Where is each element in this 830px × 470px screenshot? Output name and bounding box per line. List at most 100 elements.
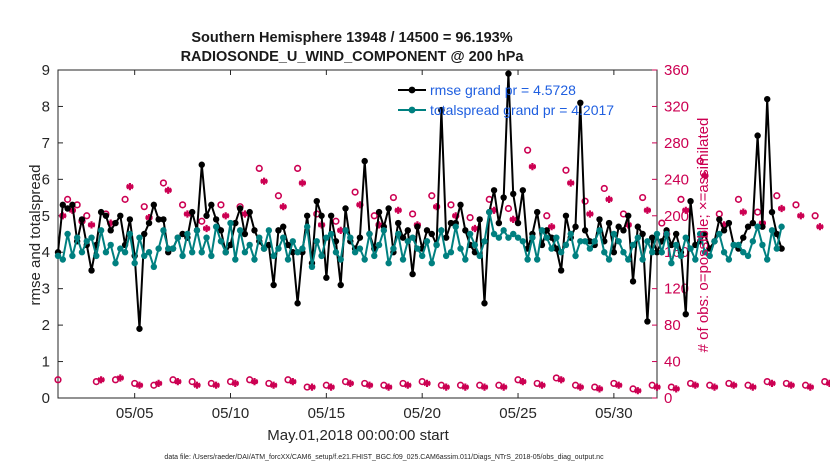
rmse-point xyxy=(615,223,622,230)
totalspread-point xyxy=(495,234,503,241)
totalspread-point xyxy=(740,249,747,256)
obs-assimilated-point xyxy=(365,381,374,389)
rmse-point xyxy=(534,208,541,216)
rmse-point xyxy=(625,212,632,219)
rmse-point xyxy=(179,230,186,238)
totalspread-point xyxy=(625,256,632,263)
y-right-tick-label: 320 xyxy=(664,98,689,115)
rmse-point xyxy=(64,205,71,212)
obs-assimilated-point xyxy=(777,204,786,213)
rmse-point xyxy=(428,230,435,238)
rmse-point xyxy=(754,132,761,139)
rmse-point xyxy=(634,223,642,230)
obs-possible-point xyxy=(543,212,551,220)
totalspread-point xyxy=(337,256,344,263)
obs-possible-point xyxy=(217,201,225,209)
rmse-point xyxy=(644,318,651,325)
chart-title: Southern Hemisphere 13948 / 14500 = 96.1… xyxy=(191,30,512,46)
totalspread-point xyxy=(251,256,258,263)
totalspread-point xyxy=(303,223,311,230)
totalspread-point xyxy=(658,249,665,256)
totalspread-point xyxy=(510,230,517,238)
rmse-point xyxy=(375,208,383,216)
rmse-point xyxy=(294,300,301,307)
obs-assimilated-point xyxy=(356,201,364,209)
obs-assimilated-point xyxy=(528,163,537,171)
rmse-point xyxy=(720,227,728,234)
rmse-point xyxy=(212,216,220,223)
rmse-point xyxy=(768,208,776,216)
rmse-point xyxy=(457,201,464,209)
obs-possible-point xyxy=(83,212,91,220)
totalspread-point xyxy=(275,245,282,252)
y-tick-label: 1 xyxy=(42,354,50,371)
totalspread-point xyxy=(466,230,474,238)
rmse-point xyxy=(773,230,780,238)
totalspread-point xyxy=(131,259,138,267)
totalspread-point xyxy=(208,252,215,260)
totalspread-point xyxy=(663,230,670,238)
totalspread-point xyxy=(605,256,613,263)
totalspread-point xyxy=(744,252,752,260)
obs-assimilated-point xyxy=(241,210,249,218)
obs-possible-point xyxy=(715,210,723,218)
y-tick-label: 8 xyxy=(42,98,50,115)
obs-assimilated-point xyxy=(519,378,527,386)
obs-assimilated-point xyxy=(298,179,307,187)
totalspread-point xyxy=(529,234,536,241)
obs-assimilated-point xyxy=(576,383,584,391)
totalspread-point xyxy=(447,249,455,256)
data-file-footer: data file: /Users/raeder/DAI/ATM_forcXX/… xyxy=(164,454,604,461)
totalspread-point xyxy=(284,256,292,263)
obs-possible-point xyxy=(54,376,62,384)
totalspread-point xyxy=(409,234,416,241)
obs-assimilated-point xyxy=(567,179,575,187)
obs-assimilated-point xyxy=(499,383,508,391)
totalspread-point xyxy=(356,245,364,252)
totalspread-point xyxy=(505,234,512,241)
totalspread-point xyxy=(538,227,546,234)
rmse-point xyxy=(447,219,455,227)
rmse-point xyxy=(251,227,258,234)
totalspread-point xyxy=(490,230,498,238)
totalspread-point xyxy=(375,241,383,249)
legend-totalspread-marker xyxy=(408,106,416,114)
rmse-point xyxy=(275,227,282,234)
obs-possible-point xyxy=(140,203,148,211)
rmse-point xyxy=(649,234,656,241)
obs-possible-point xyxy=(178,201,187,209)
rmse-point xyxy=(519,187,527,194)
totalspread-point xyxy=(548,245,555,252)
x-tick-label: 05/15 xyxy=(308,405,346,422)
rmse-point xyxy=(605,219,613,227)
totalspread-point xyxy=(586,245,594,252)
obs-possible-point xyxy=(504,204,513,213)
obs-possible-point xyxy=(198,217,206,225)
totalspread-point xyxy=(318,252,325,260)
rmse-point xyxy=(548,234,555,241)
obs-assimilated-point xyxy=(471,224,479,233)
totalspread-point xyxy=(351,249,359,256)
obs-assimilated-point xyxy=(452,212,460,220)
rmse-point xyxy=(581,227,589,234)
obs-assimilated-point xyxy=(432,203,441,211)
obs-assimilated-point xyxy=(423,379,431,387)
totalspread-point xyxy=(649,249,656,256)
totalspread-point xyxy=(577,238,584,245)
rmse-point xyxy=(361,157,368,165)
rmse-point xyxy=(303,212,311,219)
rmse-point xyxy=(107,227,114,234)
rmse-point xyxy=(672,230,680,238)
rmse-point xyxy=(208,201,215,209)
obs-possible-point xyxy=(447,201,455,209)
rmse-point xyxy=(725,219,733,227)
totalspread-point xyxy=(212,223,220,230)
totalspread-point xyxy=(179,252,186,260)
legend-rmse-marker xyxy=(408,86,416,94)
rmse-point xyxy=(155,216,162,223)
obs-assimilated-point xyxy=(739,208,747,216)
obs-assimilated-point xyxy=(375,221,383,229)
totalspread-point xyxy=(639,256,646,263)
totalspread-point xyxy=(93,252,100,260)
obs-assimilated-point xyxy=(183,210,192,218)
